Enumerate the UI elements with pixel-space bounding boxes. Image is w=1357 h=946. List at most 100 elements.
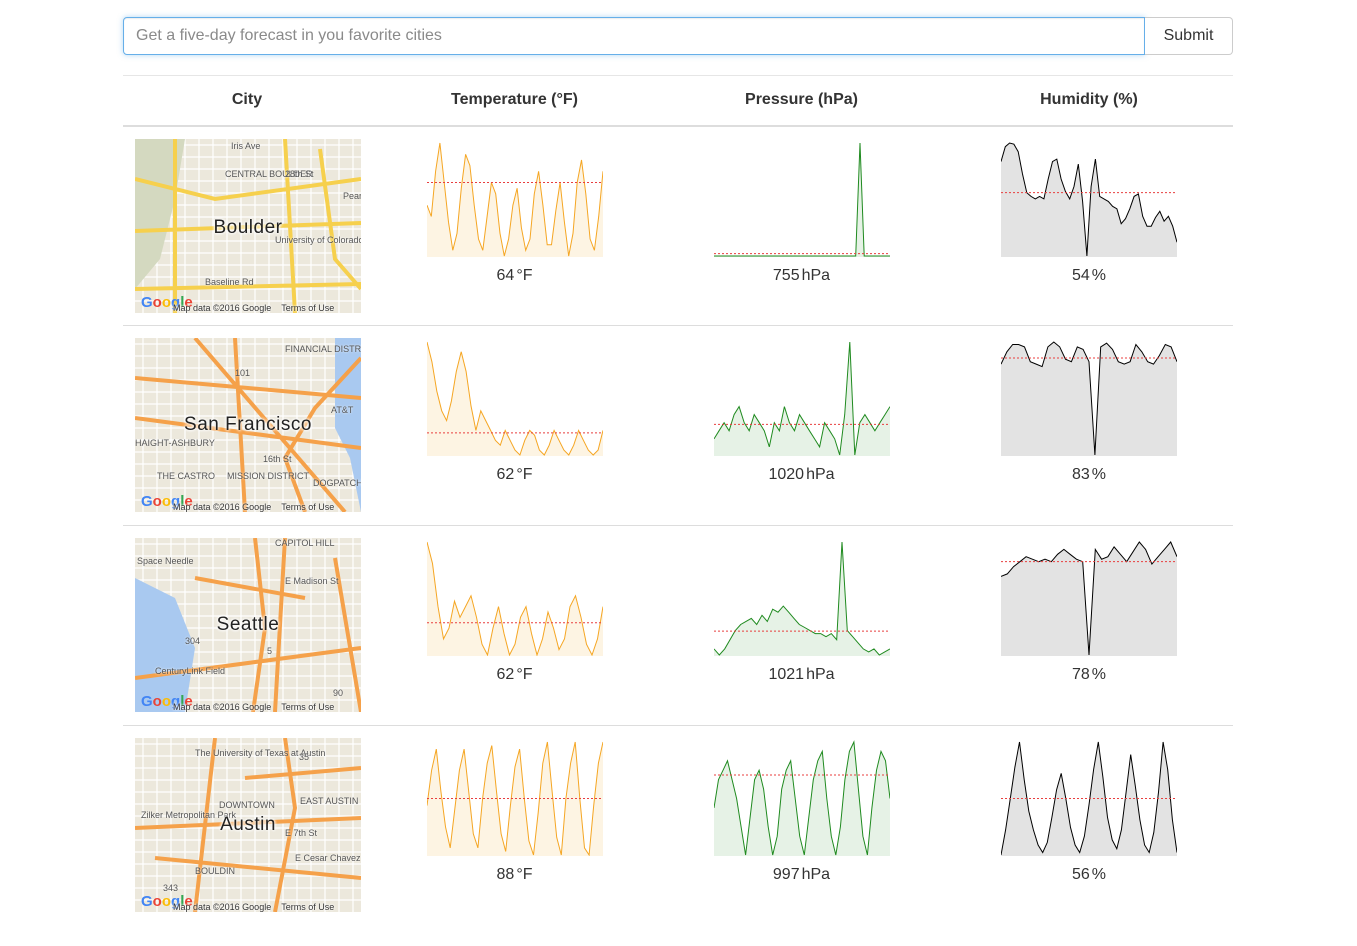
pressure-value: 1020 xyxy=(768,466,805,483)
pressure-area xyxy=(713,342,890,456)
pressure-cell: 1021 hPa xyxy=(658,526,945,726)
city-map[interactable]: The University of Texas at Austin 35 DOWNT… xyxy=(135,738,361,912)
humidity-unit: % xyxy=(1091,266,1107,284)
pressure-average-value: 755 hPa xyxy=(658,267,945,285)
pressure-cell: 1020 hPa xyxy=(658,326,945,526)
map-street-label: E Madison St xyxy=(285,576,339,586)
humidity-line xyxy=(1001,741,1177,856)
forecast-table: City Temperature (°F) Pressure (hPa) Hum… xyxy=(123,75,1233,926)
pressure-average-value: 997 hPa xyxy=(658,866,945,884)
map-street-label: FINANCIAL DISTRICT xyxy=(285,344,361,354)
humidity-line xyxy=(1001,141,1177,256)
map-roads-graphic xyxy=(135,538,361,712)
humidity-value: 54 xyxy=(1071,266,1090,284)
search-bar: Submit xyxy=(123,17,1233,55)
google-logo: Google xyxy=(141,293,193,311)
temperature-sparkline xyxy=(426,541,603,656)
pressure-sparkline xyxy=(713,341,890,456)
terms-of-use-link[interactable]: Terms of Use xyxy=(281,902,335,912)
temperature-unit: °F xyxy=(516,666,533,683)
city-map[interactable]: Space Needle CAPITOL HILL E Madison St 304 5… xyxy=(135,538,361,712)
humidity-cell: 78% xyxy=(945,526,1233,726)
map-street-label: DOGPATCH xyxy=(313,478,361,488)
temperature-cell: 62 °F xyxy=(371,326,658,526)
map-street-label: 90 xyxy=(333,688,344,698)
map-street-label: 101 xyxy=(235,368,251,378)
google-logo: Google xyxy=(141,893,193,910)
pressure-sparkline xyxy=(713,740,890,856)
humidity-cell: 56% xyxy=(945,726,1233,926)
humidity-value: 56 xyxy=(1071,866,1090,883)
map-street-label: The University of Texas at Austin xyxy=(195,748,326,758)
city-map[interactable]: FINANCIAL DISTRICT 101 HAIGHT-ASHBURY 16th … xyxy=(135,338,361,512)
pressure-line xyxy=(713,142,890,256)
map-data-credit: Map data ©2016 Google xyxy=(173,702,272,712)
table-row: Iris Ave CENTRAL BOULDER 28th St University… xyxy=(123,126,1233,326)
temperature-average-value: 64 °F xyxy=(371,267,658,285)
map-street-label: Iris Ave xyxy=(231,140,261,151)
humidity-sparkline xyxy=(1001,741,1177,856)
pressure-value: 997 xyxy=(772,866,800,883)
humidity-sparkline xyxy=(1001,541,1177,656)
terms-of-use-link[interactable]: Terms of Use xyxy=(281,702,335,712)
table-row: The University of Texas at Austin 35 DOWNT… xyxy=(123,726,1233,926)
table-row: FINANCIAL DISTRICT 101 HAIGHT-ASHBURY 16th … xyxy=(123,326,1233,526)
google-logo: Google xyxy=(141,493,193,510)
map-street-label: THE CASTRO xyxy=(157,471,216,481)
map-street-label: EAST AUSTIN xyxy=(300,796,359,806)
temperature-value: 62 xyxy=(496,466,515,483)
temperature-sparkline xyxy=(426,341,603,456)
temperature-unit: °F xyxy=(516,466,533,483)
city-cell: Iris Ave CENTRAL BOULDER 28th St University… xyxy=(123,126,371,326)
city-search-input[interactable] xyxy=(123,17,1145,55)
table-row: Space Needle CAPITOL HILL E Madison St 304 5… xyxy=(123,526,1233,726)
terms-of-use-link[interactable]: Terms of Use xyxy=(281,502,335,512)
submit-button[interactable]: Submit xyxy=(1145,17,1233,55)
header-city: City xyxy=(123,75,371,127)
pressure-area xyxy=(713,742,890,856)
map-street-label: Space Needle xyxy=(137,556,194,566)
map-street-label: 304 xyxy=(185,636,201,646)
map-street-label: CENTRAL BOULDER xyxy=(225,168,313,179)
map-street-label: 343 xyxy=(163,883,179,893)
map-street-label: DOWNTOWN xyxy=(219,800,275,810)
pressure-average-value: 1021 hPa xyxy=(658,666,945,684)
city-map[interactable]: Iris Ave CENTRAL BOULDER 28th St University… xyxy=(135,138,361,313)
pressure-line xyxy=(713,541,890,656)
temperature-average-value: 62 °F xyxy=(371,466,658,484)
humidity-sparkline xyxy=(1001,141,1177,257)
humidity-cell: 54% xyxy=(945,126,1233,326)
temperature-unit: °F xyxy=(516,866,533,883)
temperature-line xyxy=(426,142,603,256)
map-street-label: Baseline Rd xyxy=(205,276,254,287)
pressure-unit: hPa xyxy=(806,466,835,483)
header-temperature: Temperature (°F) xyxy=(371,75,658,127)
map-attribution: Map data ©2016 Google Terms of Use xyxy=(173,702,344,712)
humidity-average-value: 56% xyxy=(945,866,1233,884)
map-attribution: Map data ©2016 Google Terms of Use xyxy=(173,902,344,912)
google-logo: Google xyxy=(141,693,193,710)
city-cell: The University of Texas at Austin 35 DOWNT… xyxy=(123,726,371,926)
temperature-value: 62 xyxy=(496,666,515,683)
humidity-line xyxy=(1001,541,1177,656)
map-street-label: HAIGHT-ASHBURY xyxy=(135,438,215,448)
humidity-average-value: 54% xyxy=(945,267,1233,285)
humidity-unit: % xyxy=(1091,466,1107,483)
pressure-value: 1021 xyxy=(768,666,805,683)
temperature-average-value: 62 °F xyxy=(371,666,658,684)
map-roads-graphic xyxy=(135,738,361,912)
pressure-line xyxy=(713,740,890,856)
temperature-cell: 88 °F xyxy=(371,726,658,926)
pressure-unit: hPa xyxy=(801,866,831,883)
map-street-label: Zilker Metropolitan Park xyxy=(141,810,237,820)
pressure-cell: 755 hPa xyxy=(658,126,945,326)
map-street-label: 16th St xyxy=(263,454,292,464)
terms-of-use-link[interactable]: Terms of Use xyxy=(281,302,335,313)
temperature-value: 64 xyxy=(496,266,515,284)
temperature-line xyxy=(426,741,603,856)
map-street-label: 35 xyxy=(299,752,310,762)
humidity-line xyxy=(1001,341,1177,456)
map-street-label: CAPITOL HILL xyxy=(275,538,335,548)
map-data-credit: Map data ©2016 Google xyxy=(173,302,272,313)
map-street-label: E Cesar Chavez St xyxy=(295,853,361,863)
